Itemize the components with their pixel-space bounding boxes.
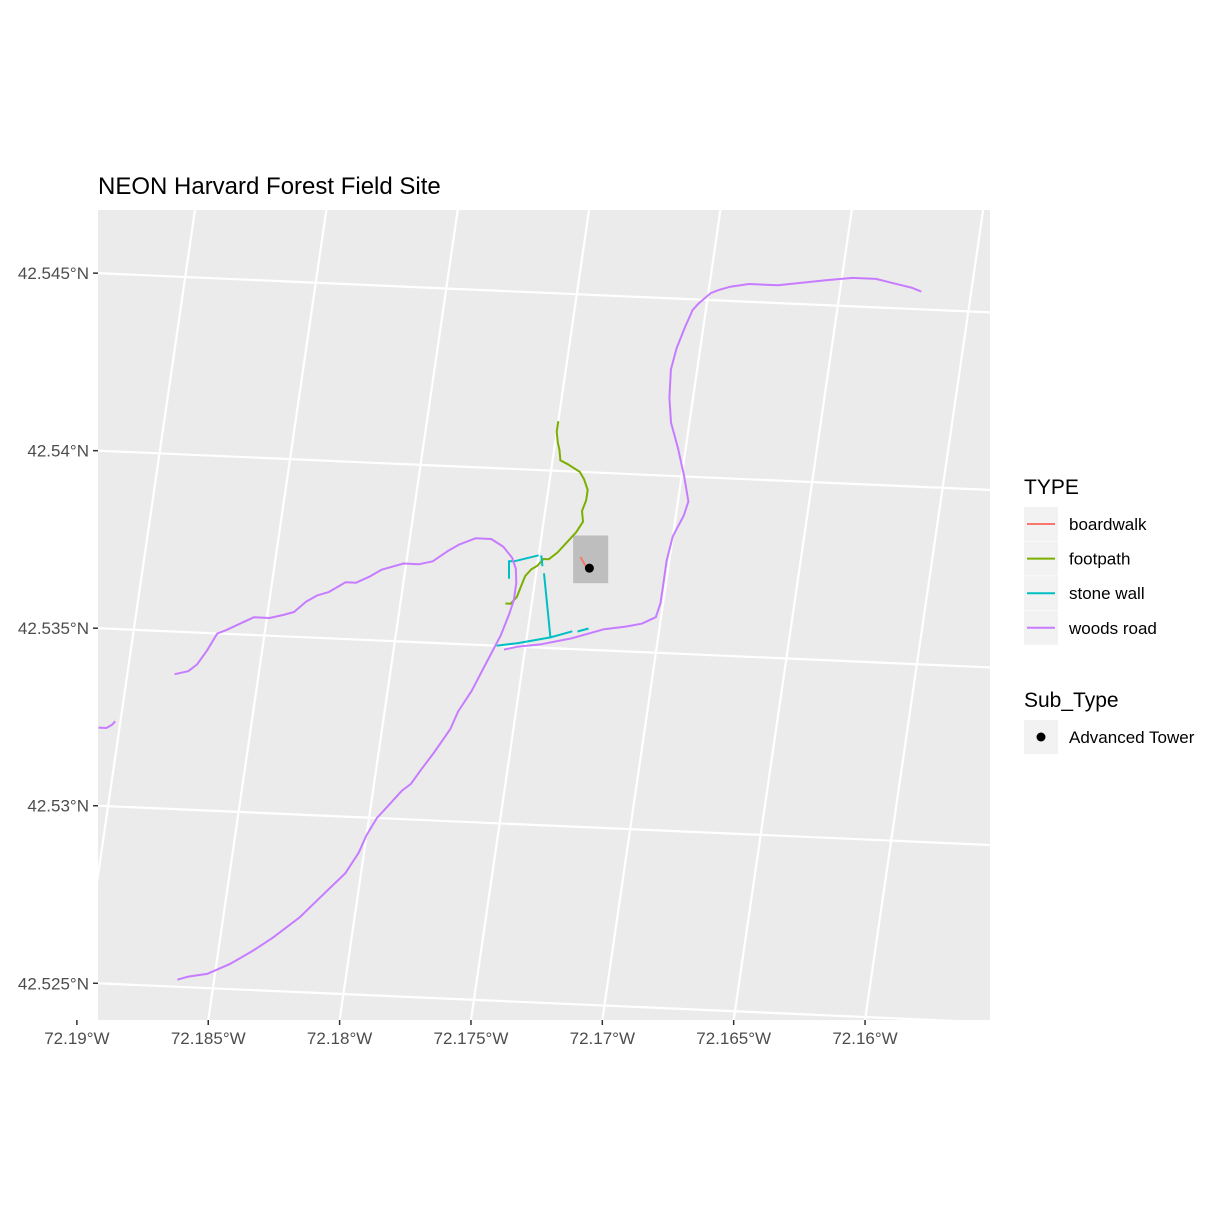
grid-lines <box>98 210 990 1020</box>
parallel-line <box>98 272 990 314</box>
legend-title-type: TYPE <box>1024 476 1079 499</box>
x-axis: 72.19°W 72.185°W 72.18°W 72.175°W 72.17°W 72.… <box>44 1020 898 1048</box>
map-features <box>98 276 922 981</box>
y-tick-label: 42.545°N <box>18 264 89 283</box>
x-tick-label: 72.165°W <box>696 1029 771 1048</box>
x-tick-label: 72.18°W <box>307 1029 372 1048</box>
parallel-line <box>98 449 990 492</box>
legend-label: woods road <box>1068 619 1157 638</box>
chart-title: NEON Harvard Forest Field Site <box>98 173 441 200</box>
advanced-tower-point <box>584 563 594 573</box>
legend: TYPE Sub_Type boardwalk footpath stone wal… <box>1024 476 1195 754</box>
x-tick-label: 72.175°W <box>434 1029 509 1048</box>
woods-road-line <box>174 537 518 981</box>
legend-label: Advanced Tower <box>1069 728 1195 747</box>
aoi-box <box>573 535 609 584</box>
y-tick-label: 42.535°N <box>18 619 89 638</box>
y-axis: 42.545°N 42.54°N 42.535°N 42.53°N 42.525°N <box>18 264 98 993</box>
legend-key-advanced-tower <box>1036 732 1046 742</box>
legend-label: boardwalk <box>1069 515 1147 534</box>
y-tick-label: 42.525°N <box>18 974 89 993</box>
stone-wall-line <box>508 554 539 579</box>
stone-wall-line <box>540 555 544 567</box>
x-tick-label: 72.19°W <box>44 1029 109 1048</box>
stone-wall-line <box>577 627 589 633</box>
x-tick-label: 72.16°W <box>832 1029 897 1048</box>
woods-road-line <box>503 276 922 651</box>
legend-label: stone wall <box>1069 584 1145 603</box>
y-tick-label: 42.53°N <box>27 797 89 816</box>
legend-title-subtype: Sub_Type <box>1024 689 1119 712</box>
stone-wall-line <box>496 573 552 647</box>
x-tick-label: 72.185°W <box>171 1029 246 1048</box>
parallel-line <box>98 627 990 669</box>
y-tick-label: 42.54°N <box>27 442 89 461</box>
woods-road-line <box>98 720 116 729</box>
parallel-line <box>98 804 990 847</box>
legend-label: footpath <box>1069 550 1130 569</box>
parallel-line <box>98 982 959 1020</box>
footpath-line <box>505 421 589 605</box>
x-tick-label: 72.17°W <box>570 1029 635 1048</box>
stone-wall-line <box>550 630 573 639</box>
plot-panel <box>98 210 990 1020</box>
